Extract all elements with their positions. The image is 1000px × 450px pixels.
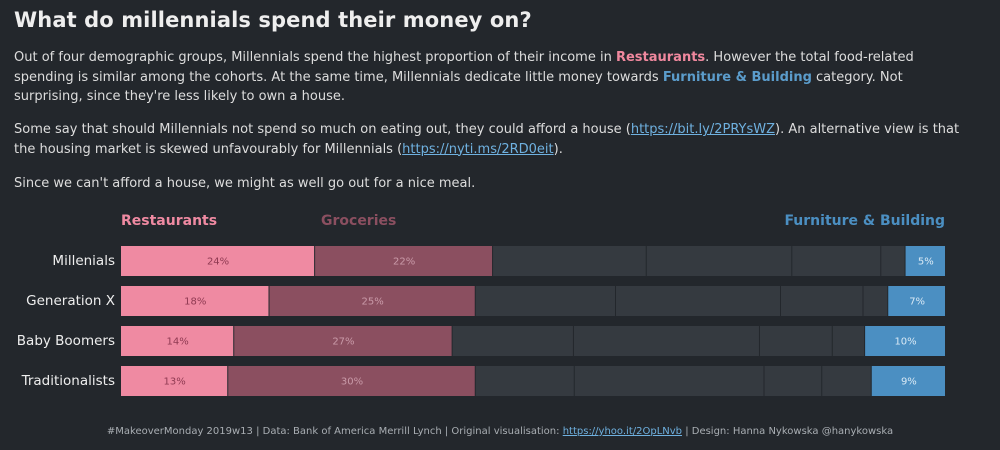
bar-other-5-millenials bbox=[881, 246, 905, 276]
data-label-groceries-baby-boomers: 27% bbox=[332, 337, 354, 348]
row-label-generation-x: Generation X bbox=[26, 293, 115, 309]
bar-other-5-generation-x bbox=[863, 286, 888, 316]
legend-groceries: Groceries bbox=[321, 213, 397, 229]
bar-other-4-millenials bbox=[792, 246, 881, 276]
footer-text-1: #MakeoverMonday 2019w13 | Data: Bank of … bbox=[106, 426, 563, 437]
footer-text-2: | Design: Hanna Nykowska @hanykowska bbox=[682, 426, 894, 437]
bar-other-5-baby-boomers bbox=[832, 326, 865, 356]
intro-text-3: category. Not surprising, since they're … bbox=[14, 69, 903, 105]
data-label-furniture-building-generation-x: 7% bbox=[909, 297, 925, 308]
furniture-highlight: Furniture & Building bbox=[662, 69, 812, 85]
housing-text-1: Some say that should Millennials not spe… bbox=[14, 122, 631, 137]
bar-restaurants-traditionalists bbox=[121, 366, 228, 396]
bar-groceries-baby-boomers bbox=[234, 326, 452, 356]
data-label-restaurants-generation-x: 18% bbox=[184, 297, 206, 308]
data-label-furniture-building-traditionalists: 9% bbox=[901, 377, 917, 388]
bar-other-2-generation-x bbox=[475, 286, 615, 316]
bar-restaurants-baby-boomers bbox=[121, 326, 234, 356]
housing-paragraph: Some say that should Millennials not spe… bbox=[14, 120, 974, 159]
bar-other-4-baby-boomers bbox=[759, 326, 832, 356]
housing-text-2: ). An alternative view is that the housi… bbox=[14, 122, 960, 157]
bar-groceries-millenials bbox=[315, 246, 493, 276]
intro-paragraph: Out of four demographic groups, Millenni… bbox=[14, 48, 974, 107]
legend-furniture-building: Furniture & Building bbox=[784, 213, 945, 229]
bar-other-4-traditionalists bbox=[764, 366, 822, 396]
bitly-link[interactable]: https://bit.ly/2PRYsWZ bbox=[630, 122, 775, 137]
row-label-baby-boomers: Baby Boomers bbox=[16, 333, 115, 349]
data-label-groceries-millenials: 22% bbox=[393, 257, 415, 268]
data-label-restaurants-millenials: 24% bbox=[207, 257, 229, 268]
bar-furniture-building-traditionalists bbox=[871, 366, 945, 396]
row-label-millenials: Millenials bbox=[52, 253, 115, 269]
data-label-furniture-building-baby-boomers: 10% bbox=[894, 337, 916, 348]
nyti-link[interactable]: https://nyti.ms/2RD0eit bbox=[402, 141, 554, 157]
bar-other-3-millenials bbox=[646, 246, 792, 276]
bar-furniture-building-millenials bbox=[905, 246, 945, 276]
housing-text-3: ). bbox=[553, 141, 563, 157]
intro-text-2: . However the total food-related spendin… bbox=[14, 50, 914, 85]
bar-other-2-millenials bbox=[493, 246, 646, 276]
data-label-groceries-traditionalists: 30% bbox=[341, 377, 363, 388]
bar-restaurants-generation-x bbox=[121, 286, 269, 316]
restaurants-highlight: Restaurants bbox=[615, 50, 706, 65]
footer-credits: #MakeoverMonday 2019w13 | Data: Bank of … bbox=[0, 426, 1000, 437]
bar-other-2-baby-boomers bbox=[452, 326, 573, 356]
bar-furniture-building-baby-boomers bbox=[865, 326, 945, 356]
bar-furniture-building-generation-x bbox=[888, 286, 945, 316]
bar-other-3-baby-boomers bbox=[573, 326, 759, 356]
bar-groceries-generation-x bbox=[269, 286, 475, 316]
data-label-furniture-building-millenials: 5% bbox=[918, 257, 934, 268]
original-visualisation-link[interactable]: https://yhoo.it/2OpLNvb bbox=[562, 426, 683, 437]
bar-other-4-generation-x bbox=[781, 286, 863, 316]
data-label-restaurants-baby-boomers: 14% bbox=[167, 337, 189, 348]
bar-other-3-generation-x bbox=[616, 286, 780, 316]
bar-groceries-traditionalists bbox=[228, 366, 475, 396]
bar-other-5-traditionalists bbox=[822, 366, 871, 396]
bar-other-3-traditionalists bbox=[574, 366, 764, 396]
page-title: What do millennials spend their money on… bbox=[14, 8, 532, 32]
data-label-restaurants-traditionalists: 13% bbox=[164, 377, 186, 388]
data-label-groceries-generation-x: 25% bbox=[362, 297, 384, 308]
intro-text-1: Out of four demographic groups, Millenni… bbox=[14, 50, 616, 65]
bar-other-2-traditionalists bbox=[475, 366, 574, 396]
legend-restaurants: Restaurants bbox=[121, 213, 218, 229]
bar-restaurants-millenials bbox=[121, 246, 315, 276]
closing-paragraph: Since we can't afford a house, we might … bbox=[14, 176, 476, 191]
row-label-traditionalists: Traditionalists bbox=[21, 373, 115, 389]
